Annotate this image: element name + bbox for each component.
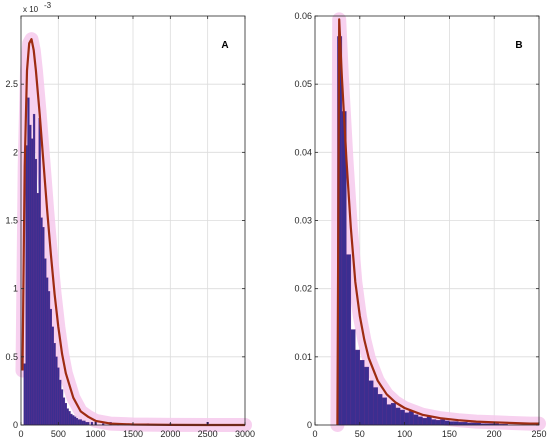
- histogram-bar: [386, 404, 392, 426]
- histogram-bar: [55, 356, 58, 426]
- histogram-bar: [359, 360, 365, 426]
- y-tick-label: 2: [13, 147, 18, 157]
- histogram-bar: [87, 422, 90, 426]
- histogram-bar: [46, 277, 49, 426]
- histogram-bar: [23, 363, 26, 426]
- histogram-bar: [83, 420, 86, 426]
- histogram-bar: [36, 193, 39, 426]
- x-tick-label: 0: [18, 429, 23, 439]
- histogram-bar: [62, 397, 66, 426]
- histogram-bar: [49, 308, 53, 426]
- histogram-bar: [38, 118, 41, 426]
- x-tick-label: 50: [355, 429, 365, 439]
- histogram-bar: [408, 411, 414, 426]
- histogram-bar: [350, 329, 356, 426]
- histogram-bar: [364, 366, 369, 426]
- histogram-bar: [73, 416, 77, 426]
- histogram-bar: [346, 254, 352, 426]
- x-tick-label: 200: [487, 429, 502, 439]
- histogram-bar: [64, 402, 67, 426]
- histogram-bar: [32, 113, 36, 426]
- histogram-bar: [444, 420, 450, 426]
- histogram-bar: [90, 422, 94, 426]
- x-tick-label: 1000: [86, 429, 106, 439]
- histogram-bar: [355, 349, 361, 426]
- y-tick-label: 1.5: [5, 216, 18, 226]
- histogram-bar: [395, 407, 401, 426]
- x-tick-label: 100: [397, 429, 412, 439]
- histogram-bar: [53, 343, 56, 426]
- fit-curve: [21, 38, 245, 427]
- histogram-bar: [25, 145, 28, 426]
- histogram-bar: [29, 124, 32, 426]
- x-tick-label: 250: [531, 429, 546, 439]
- histogram-bar: [60, 389, 64, 426]
- histogram-bar: [72, 415, 75, 426]
- histogram-bar: [404, 412, 410, 426]
- histogram-bar: [458, 422, 464, 426]
- histogram-bar: [51, 326, 54, 426]
- y-axis-exponent: x 10: [23, 5, 39, 14]
- histogram-bar: [70, 413, 73, 426]
- y-tick-label: 0.02: [294, 284, 312, 294]
- histogram-bar: [426, 416, 432, 426]
- x-tick-label: 500: [51, 429, 66, 439]
- y-tick-label: 0: [13, 420, 18, 430]
- histogram-bar: [59, 379, 62, 426]
- histogram-bar: [81, 420, 84, 426]
- histogram-bar: [57, 367, 60, 426]
- histogram-bar: [40, 217, 43, 426]
- histogram-bar: [34, 158, 38, 426]
- histogram-bar: [68, 411, 71, 426]
- x-tick-label: 2500: [198, 429, 218, 439]
- histogram-bar: [399, 409, 405, 426]
- y-tick-label: 0.01: [294, 352, 312, 362]
- histogram-bar: [44, 258, 47, 426]
- histogram-bar: [75, 417, 79, 426]
- histogram-bar: [390, 402, 396, 426]
- histogram-bar: [79, 419, 82, 426]
- histogram-bar: [413, 414, 419, 426]
- histogram-bar: [373, 387, 378, 426]
- x-tick-label: 1500: [123, 429, 143, 439]
- fit-curve: [336, 18, 539, 426]
- histogram-bar: [77, 419, 81, 426]
- histogram-bar: [85, 422, 88, 426]
- histogram-bar: [453, 421, 459, 426]
- x-tick-label: 3000: [235, 429, 255, 439]
- panel-label: A: [221, 40, 228, 51]
- histogram-bar: [66, 408, 69, 426]
- histogram-bar: [462, 422, 468, 426]
- panel-b: 0 50 100 150 200 250 0 0.01 0.02 0.03 0.04 0.05 0.06…: [294, 11, 546, 439]
- y-tick-label: 0.5: [5, 352, 18, 362]
- histogram-bar: [417, 416, 423, 426]
- histogram-bar: [27, 97, 30, 426]
- histogram-bar: [449, 421, 455, 426]
- histogram-bar: [31, 138, 34, 426]
- histogram-bar: [382, 397, 387, 426]
- panel-a: 0 500 1000 1500 2000 2500 3000 0 0.5 1 1.5 2 2.5 Ax 1…: [5, 1, 255, 439]
- histogram-bar: [431, 419, 437, 426]
- histogram-bar: [422, 417, 428, 426]
- histogram-bar: [440, 419, 446, 426]
- x-tick-label: 150: [442, 429, 457, 439]
- y-tick-label: 0.05: [294, 79, 312, 89]
- y-tick-label: 0.03: [294, 216, 312, 226]
- y-tick-label: 0.06: [294, 11, 312, 21]
- histogram-bar: [368, 380, 374, 426]
- histogram-bar: [377, 394, 383, 426]
- histogram-bar: [47, 291, 51, 426]
- y-axis-exponent-power: -3: [44, 1, 52, 10]
- y-tick-label: 2.5: [5, 79, 18, 89]
- y-tick-label: 1: [13, 284, 18, 294]
- y-tick-label: 0: [307, 420, 312, 430]
- histogram-bar: [42, 227, 45, 426]
- x-tick-label: 0: [312, 429, 317, 439]
- y-tick-label: 0.04: [294, 147, 312, 157]
- histogram-bar: [435, 420, 441, 426]
- panel-label: B: [515, 40, 522, 51]
- x-tick-label: 2000: [160, 429, 180, 439]
